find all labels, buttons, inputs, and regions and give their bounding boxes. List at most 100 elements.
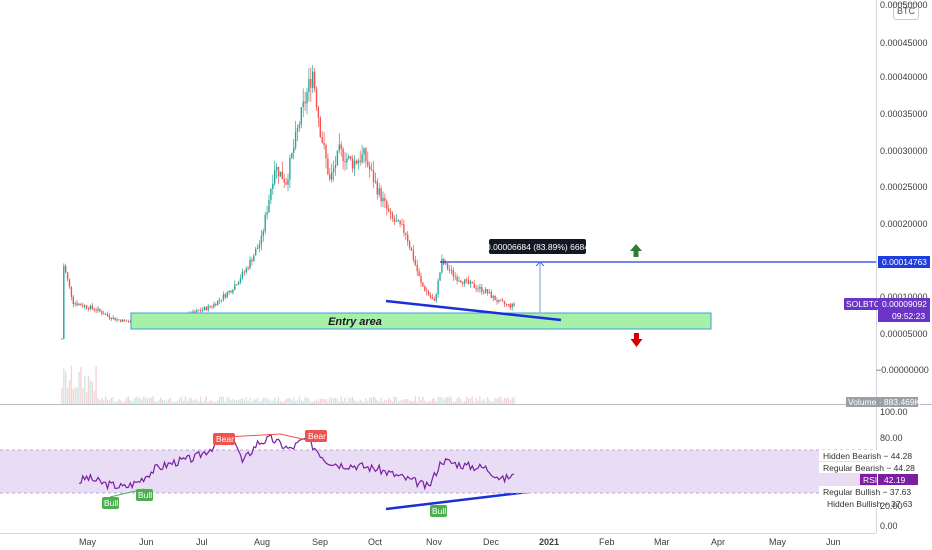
volume-bar [465, 396, 468, 404]
volume-bar [370, 397, 373, 404]
candle-body [251, 259, 253, 262]
candle-body [222, 294, 225, 300]
volume-bar [391, 401, 394, 404]
candle-body [424, 286, 426, 291]
rsi-value-tag [878, 474, 918, 485]
candle-body [274, 170, 276, 184]
rsi-axis[interactable]: 100.00 80.00 20.00 0.00 [880, 407, 908, 531]
candle-body [315, 88, 318, 108]
volume-bar [416, 401, 418, 404]
volume-bar [274, 397, 276, 404]
candle-body [382, 197, 384, 202]
candle-body [293, 147, 295, 153]
volume-bar [287, 398, 289, 404]
time-tick: Apr [711, 537, 725, 547]
volume-bar [293, 397, 295, 404]
volume-bar [133, 398, 135, 404]
volume-bar [334, 397, 337, 404]
candle-body [327, 158, 329, 175]
rsi-tick: 100.00 [880, 407, 908, 417]
bear-label-text: Bear [308, 431, 326, 441]
volume-bar [116, 401, 118, 404]
support-trendline[interactable] [385, 299, 562, 322]
entry-area-zone[interactable] [130, 312, 712, 330]
volume-bar [456, 398, 458, 404]
candle-body [82, 305, 84, 307]
candle-body [85, 305, 88, 309]
volume-bar [405, 399, 407, 404]
bear-label [213, 433, 235, 445]
volume-bar [65, 371, 67, 404]
rsi-line[interactable] [78, 433, 515, 491]
price-axis[interactable]: 0.00050000 0.00045000 0.00040000 0.00035… [876, 0, 929, 375]
candle-body [296, 127, 299, 132]
measure-arrowhead-icon [535, 261, 545, 267]
volume-bar [340, 396, 342, 404]
volume-bar [450, 397, 453, 404]
volume-bar [462, 402, 464, 404]
candle-body [511, 303, 513, 308]
volume-bar [169, 397, 171, 404]
candle-body [298, 124, 301, 128]
volume-bar [103, 400, 105, 404]
candle-body [217, 300, 219, 306]
volume-bar [395, 397, 397, 404]
candle-body [84, 305, 86, 307]
volume-bar [228, 397, 230, 404]
volume-bar [403, 399, 405, 404]
price-tick: 0.00045000 [880, 38, 928, 48]
volume-bar [439, 396, 441, 404]
volume-bar [414, 396, 416, 404]
candle-body [237, 282, 240, 285]
volume-bar [336, 398, 339, 404]
volume-bar [137, 396, 139, 404]
volume-bar [291, 400, 293, 404]
candle-body [427, 291, 430, 295]
volume-bar [84, 375, 86, 404]
volume-bar [378, 401, 380, 404]
volume-bar [198, 401, 200, 404]
candle-body [95, 310, 97, 311]
time-axis[interactable]: May Jun Jul Aug Sep Oct Nov Dec 2021 Feb… [79, 537, 841, 547]
time-tick: Jun [826, 537, 841, 547]
volume-bar [251, 401, 253, 404]
volume-bar [382, 401, 384, 404]
currency-badge[interactable]: BTC [893, 3, 919, 20]
volume-bar [509, 400, 511, 404]
candle-body [464, 279, 466, 284]
price-tick: 0.00025000 [880, 182, 928, 192]
volume-bar [146, 398, 149, 404]
candle-body [230, 290, 232, 293]
volume-bar [481, 400, 483, 404]
volume-bar [63, 368, 65, 404]
candle-body [196, 310, 198, 313]
candle-body [475, 287, 477, 290]
volume-bar [441, 397, 443, 404]
volume-bar [243, 400, 245, 404]
volume-bar [306, 397, 308, 404]
volume-bar [171, 401, 173, 404]
last-price-tag [878, 298, 930, 310]
candle-body [285, 182, 287, 185]
candle-body [260, 235, 263, 245]
volume-bar [247, 400, 249, 404]
candle-body [218, 299, 221, 301]
candle-body [272, 183, 274, 189]
volume-bar [317, 401, 320, 404]
volume-bar [218, 396, 221, 404]
volume-bar [205, 396, 207, 404]
volume-bar [249, 397, 251, 404]
volume-bar [226, 396, 228, 404]
candle-body [319, 117, 321, 138]
candle-body [76, 303, 78, 306]
volume-bar [296, 400, 299, 404]
volume-bar [258, 401, 261, 404]
candle-body [110, 317, 112, 320]
volume-bar [173, 402, 175, 404]
volume-bar [74, 386, 76, 404]
volume-bar [467, 398, 470, 404]
candle-body [429, 294, 432, 298]
volume-bar [97, 398, 99, 404]
volume-bar [158, 399, 160, 404]
